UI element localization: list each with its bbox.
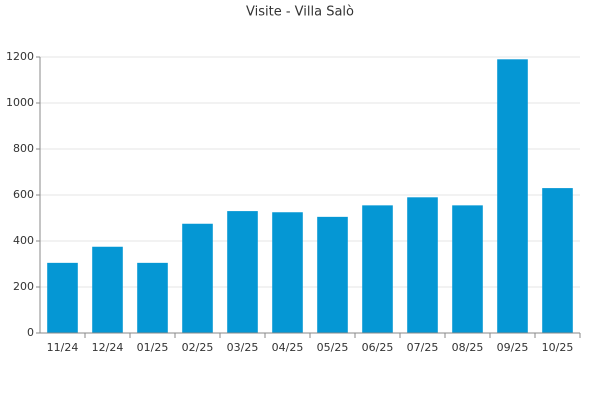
bar bbox=[272, 212, 303, 333]
bar bbox=[407, 197, 438, 333]
x-tick-label: 08/25 bbox=[452, 341, 484, 354]
x-tick-label: 04/25 bbox=[272, 341, 304, 354]
bar bbox=[497, 59, 528, 334]
bar bbox=[317, 216, 348, 333]
bar bbox=[137, 262, 168, 333]
bar bbox=[362, 205, 393, 333]
bar bbox=[542, 188, 573, 333]
x-tick-label: 11/24 bbox=[47, 341, 79, 354]
y-tick-label: 1200 bbox=[6, 50, 34, 63]
y-tick-label: 600 bbox=[13, 188, 34, 201]
y-tick-label: 200 bbox=[13, 280, 34, 293]
x-tick-label: 01/25 bbox=[137, 341, 169, 354]
x-tick-label: 05/25 bbox=[317, 341, 349, 354]
y-tick-label: 0 bbox=[27, 326, 34, 339]
x-tick-label: 03/25 bbox=[227, 341, 259, 354]
bar bbox=[182, 223, 213, 333]
x-tick-label: 12/24 bbox=[92, 341, 124, 354]
x-tick-label: 09/25 bbox=[497, 341, 529, 354]
bar bbox=[92, 246, 123, 333]
y-tick-label: 400 bbox=[13, 234, 34, 247]
bar bbox=[47, 262, 78, 333]
x-tick-label: 07/25 bbox=[407, 341, 439, 354]
x-tick-label: 06/25 bbox=[362, 341, 394, 354]
bar bbox=[227, 211, 258, 333]
y-tick-label: 800 bbox=[13, 142, 34, 155]
bar bbox=[452, 205, 483, 333]
x-tick-label: 02/25 bbox=[182, 341, 214, 354]
chart-title: Visite - Villa Salò bbox=[246, 5, 354, 20]
x-tick-label: 10/25 bbox=[542, 341, 574, 354]
y-tick-label: 1000 bbox=[6, 96, 34, 109]
